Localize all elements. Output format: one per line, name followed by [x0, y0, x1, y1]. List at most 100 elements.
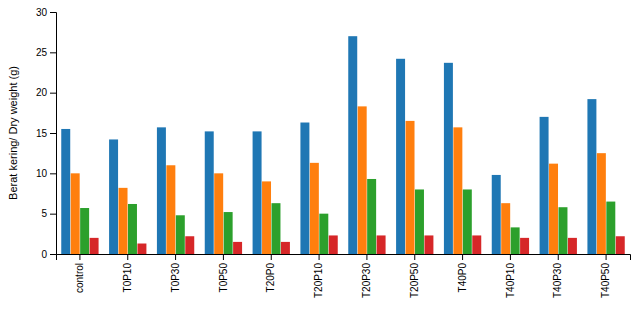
bar [80, 208, 89, 254]
x-tick-mark [414, 254, 415, 260]
bar [185, 236, 194, 254]
x-tick-label: T40P30 [552, 263, 563, 298]
bar [453, 127, 462, 254]
bar [348, 36, 357, 254]
y-tick-mark [50, 254, 56, 255]
bar [319, 214, 328, 254]
bar [415, 189, 424, 254]
y-tick-mark [50, 52, 56, 53]
x-tick-label: T40P10 [505, 263, 516, 298]
y-tick-label: 30 [36, 7, 48, 18]
x-tick: T20P30 [361, 254, 372, 298]
y-tick-label: 10 [36, 168, 48, 179]
y-axis-line [50, 13, 57, 255]
y-tick-mark [50, 173, 56, 174]
bar [616, 236, 625, 254]
x-tick-mark [127, 254, 128, 260]
y-tick: 25 [36, 47, 56, 58]
x-tick-mark [175, 254, 176, 260]
y-tick: 15 [36, 128, 56, 139]
bar-series [61, 36, 596, 254]
bar [520, 238, 529, 254]
y-tick: 30 [36, 7, 56, 18]
bar [90, 238, 99, 254]
bar [262, 181, 271, 254]
y-tick-mark [50, 133, 56, 134]
bar [377, 235, 386, 254]
x-tick-mark [510, 254, 511, 260]
bar [501, 203, 510, 254]
x-tick-mark [223, 254, 224, 260]
x-tick-label: T0P30 [170, 263, 181, 293]
bar [281, 242, 290, 254]
bar [310, 163, 319, 254]
chart: 0 5 10 15 20 25 30 control T0P10 T0P30 T0P50 T20P0 T… [0, 0, 642, 312]
x-tick: T20P10 [313, 254, 324, 298]
bar [367, 179, 376, 254]
bar [224, 212, 233, 254]
bar-series [71, 106, 606, 254]
x-tick-mark [366, 254, 367, 260]
bar [137, 244, 146, 254]
x-tick: control [74, 254, 85, 293]
y-tick: 10 [36, 168, 56, 179]
bar [549, 164, 558, 254]
x-tick-label: control [74, 263, 85, 293]
x-tick-label: T40P0 [457, 263, 468, 293]
x-tick-mark [558, 254, 559, 260]
bar [166, 165, 175, 254]
bar [300, 123, 309, 254]
y-axis-title: Berat kering/ Dry weight (g) [7, 66, 19, 200]
x-tick: T40P30 [552, 254, 563, 298]
bar [606, 202, 615, 254]
bar [463, 189, 472, 254]
bar [157, 127, 166, 254]
x-tick: T0P50 [218, 254, 229, 292]
x-tick-label: T20P10 [313, 263, 324, 298]
bar [406, 121, 415, 254]
x-tick-mark [319, 254, 320, 260]
bar [396, 59, 405, 254]
x-tick-mark [79, 254, 80, 260]
bar [492, 175, 501, 254]
x-tick-mark [462, 254, 463, 260]
x-tick: T0P30 [170, 254, 181, 292]
bar [558, 207, 567, 254]
y-tick-label: 25 [36, 47, 48, 58]
bar [61, 129, 70, 254]
x-tick-label: T0P10 [122, 263, 133, 293]
bar [329, 235, 338, 254]
bar [109, 139, 118, 254]
y-tick-mark [50, 93, 56, 94]
x-tick-label: T40P50 [600, 263, 611, 298]
bar [540, 117, 549, 254]
x-tick: T0P10 [122, 254, 133, 292]
x-tick-mark [271, 254, 272, 260]
x-tick: T40P0 [457, 254, 468, 292]
x-tick: T20P50 [409, 254, 420, 298]
x-tick-label: T20P0 [265, 263, 276, 293]
bar [472, 235, 481, 254]
bar [71, 173, 80, 254]
bar-series [80, 179, 615, 254]
bar [444, 63, 453, 254]
bar-series [90, 235, 625, 254]
bar [424, 235, 433, 254]
bars [61, 36, 624, 254]
y-tick-label: 15 [36, 128, 48, 139]
bar [233, 242, 242, 254]
x-tick-label: T20P30 [361, 263, 372, 298]
y-tick: 20 [36, 87, 56, 98]
bar [597, 153, 606, 254]
x-axis: control T0P10 T0P30 T0P50 T20P0 T20P10 T20P30 T… [57, 254, 631, 298]
y-axis: 0 5 10 15 20 25 30 [36, 7, 57, 260]
x-tick: T20P0 [265, 254, 276, 292]
bar [119, 188, 128, 254]
y-tick-mark [50, 12, 56, 13]
y-tick-mark [50, 214, 56, 215]
y-tick: 0 [41, 249, 56, 260]
x-tick: T40P10 [505, 254, 516, 298]
x-axis-line [57, 255, 631, 261]
y-tick: 5 [41, 208, 56, 219]
x-tick: T40P50 [600, 254, 611, 298]
